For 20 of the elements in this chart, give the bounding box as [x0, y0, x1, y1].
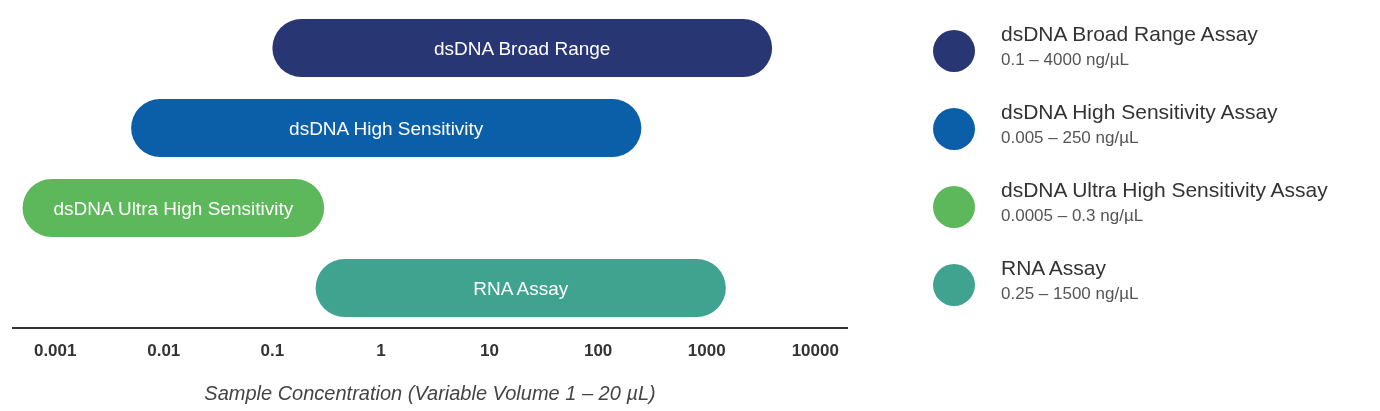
x-tick-label: 1	[376, 341, 386, 361]
x-axis-title: Sample Concentration (Variable Volume 1 – 20 µL)	[204, 382, 656, 404]
y-tick-label: dsDNA Ultra High Sensitivity	[53, 197, 294, 219]
x-tick-label: 10000	[791, 341, 839, 361]
text: 0.0005 – 0.3 ng/µL	[1001, 206, 1145, 226]
y-tick-label: dsDNA High Sensitivity	[289, 117, 484, 139]
x-tick-label: 0.001	[33, 341, 77, 361]
y-tick-label: dsDNA Broad Range	[434, 37, 611, 59]
text: dsDNA High Sensitivity Assay	[1001, 100, 1278, 124]
text: RNA Assay	[1001, 256, 1108, 280]
x-tick-label: 0.01	[147, 341, 181, 361]
x-tick-label: 0.1	[260, 341, 285, 361]
text: 0.1 – 4000 ng/µL	[1001, 50, 1130, 70]
text: dsDNA Ultra High Sensitivity Assay	[1001, 178, 1328, 202]
text: 0.25 – 1500 ng/µL	[1001, 284, 1139, 304]
text: 0.005 – 250 ng/µL	[1001, 128, 1140, 148]
x-tick-label: 10	[480, 341, 500, 361]
text: dsDNA Broad Range Assay	[1001, 22, 1258, 46]
x-tick-label: 1000	[687, 341, 726, 361]
x-tick-label: 100	[583, 341, 613, 361]
